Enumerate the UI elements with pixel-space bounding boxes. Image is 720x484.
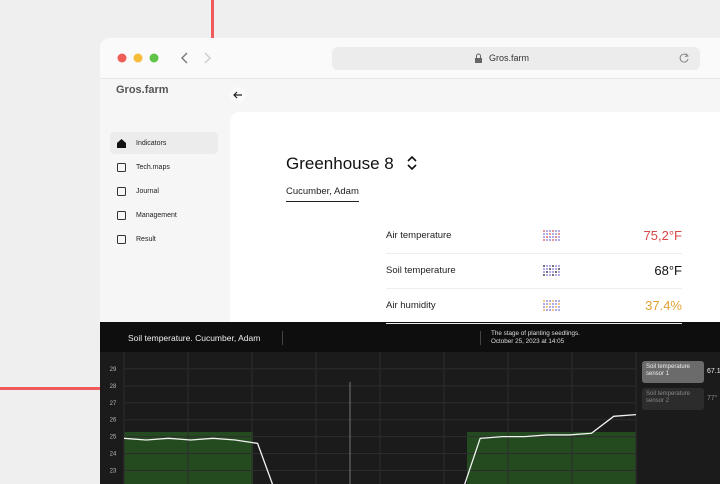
menu-item[interactable]: Management [110,204,218,226]
chart-header [100,322,720,352]
window-controls [117,52,211,64]
indicator-value: 68°F [654,263,682,278]
separator [480,331,481,345]
data-line [124,413,636,484]
y-tick-label: 28 [110,384,117,390]
y-tick-label: 24 [110,452,117,458]
url-bar[interactable] [332,47,700,70]
crop[interactable]: Cucumber, Adam [286,186,359,202]
back-button[interactable] [228,86,248,104]
norm-zone [467,432,636,484]
chart: 29 28 27 26 25 24 23 [100,352,720,484]
switcher[interactable] [406,155,418,171]
menu-icon [117,186,126,196]
indicator-icon [543,299,560,311]
y-tick-label: 29 [110,367,117,373]
menu-label: Result [136,235,156,243]
menu-item[interactable]: Journal [110,180,218,202]
menu-icon [117,162,126,172]
logo: Gros.farm [116,84,169,96]
url: Gros.farm [489,53,530,63]
indicator-label: Air temperature [386,230,452,241]
y-tick-label: 27 [110,401,117,407]
chart-title: Soil temperature. Cucumber, Adam [128,333,261,343]
menu-label: Journal [136,187,159,195]
menu-label: Management [136,211,177,219]
red-line [0,387,100,390]
menu-icon [117,234,126,244]
separator [282,331,283,345]
indicator-row: Soil temperature 68°F [386,253,682,289]
menu-item[interactable]: Indicators [110,132,218,154]
date: October 25, 2023 at 14:05 [491,338,565,345]
indicator-label: Soil temperature [386,265,456,276]
indicator-value: 75,2°F [643,228,682,243]
indicator-value: 37.4% [645,298,682,313]
stage: The stage of planting seedlings. [491,330,580,337]
lock-icon [475,53,482,63]
indicator-row: Air temperature 75,2°F [386,218,682,254]
indicator-icon [543,229,560,241]
indicator-icon [543,264,560,276]
menu-icon [117,210,126,220]
legend-item[interactable]: Soil temperature sensor 1 [642,361,704,383]
menu-label: Tech.maps [136,163,170,171]
legend-reading: 77° [707,395,718,402]
menu-item[interactable]: Tech.maps [110,156,218,178]
greenhouse-title: Greenhouse 8 [286,154,394,173]
close[interactable] [117,53,127,63]
legend-reading: 67.1 [707,368,720,375]
indicator-label: Air humidity [386,300,436,311]
indicator-row: Air humidity 37.4% [386,288,682,324]
y-tick-label: 25 [110,435,117,441]
reload[interactable] [678,52,690,64]
red-line [211,0,214,38]
content-panel [230,112,720,342]
menu-item[interactable]: Result [110,228,218,250]
y-tick-label: 26 [110,418,117,424]
forward[interactable] [204,52,211,64]
minimize[interactable] [133,53,143,63]
menu-label: Indicators [136,139,167,147]
y-tick-label: 23 [110,468,117,474]
back[interactable] [181,52,188,64]
menu-icon [117,138,126,148]
maximize[interactable] [149,53,159,63]
legend-item[interactable]: Soil temperature sensor 2 [642,388,704,410]
